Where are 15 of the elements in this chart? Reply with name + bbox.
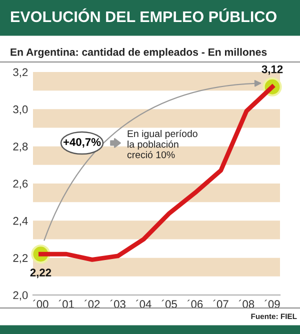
y-tick-label: 3,0 — [13, 105, 28, 115]
annotation: En igual período la población creció 10% — [127, 130, 198, 158]
chart-title: EVOLUCIÓN DEL EMPLEO PÚBLICO — [11, 8, 276, 22]
x-tick-label: ´07 — [213, 300, 228, 308]
data-label: 3,12 — [262, 65, 283, 75]
annotation: +40,7% — [63, 138, 101, 148]
x-tick-label: ´04 — [136, 300, 152, 308]
y-tick-label: 2,4 — [13, 216, 28, 226]
y-tick-label: 2,6 — [13, 180, 28, 189]
chart-subtitle: En Argentina: cantidad de empleados - En millones — [10, 48, 267, 58]
y-tick-label: 2,0 — [13, 291, 28, 300]
data-label: 2,22 — [30, 268, 52, 278]
y-tick-label: 2,2 — [13, 254, 28, 264]
y-tick-label: 3,2 — [13, 68, 28, 78]
y-tick-label: 2,8 — [13, 142, 28, 152]
